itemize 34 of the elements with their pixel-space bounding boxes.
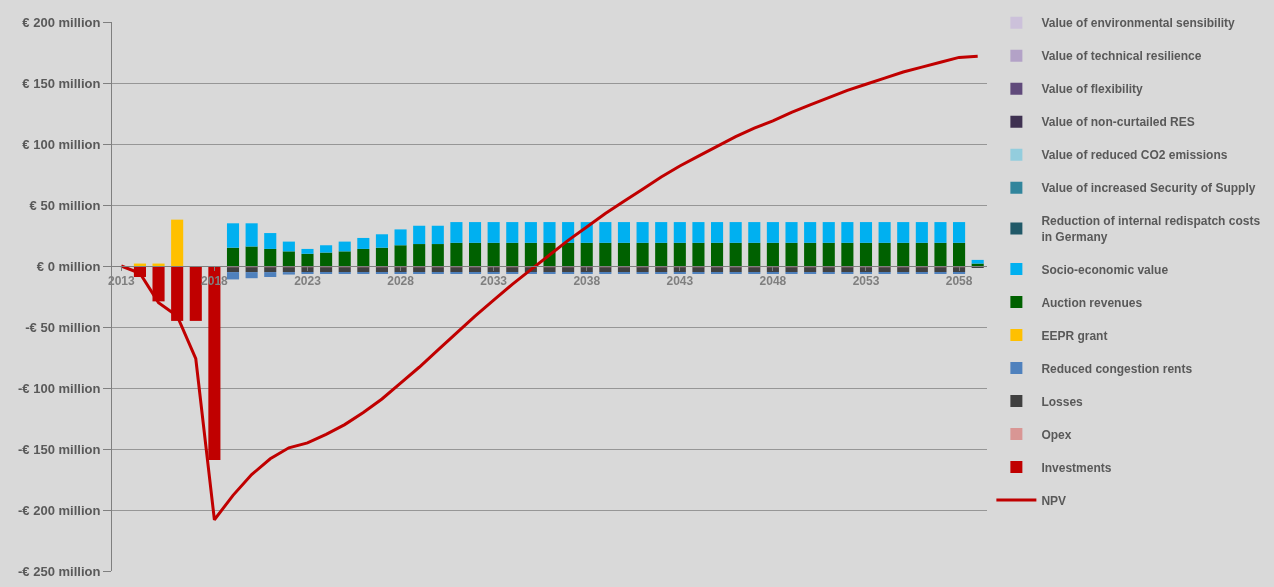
x-tick-label: 2048 (759, 274, 787, 289)
legend-label: Opex (1041, 427, 1072, 442)
legend-label: Losses (1041, 394, 1084, 409)
legend-label: NPV (1041, 493, 1067, 508)
legend-label: EEPR grant (1041, 328, 1108, 343)
y-tick-label: -€ 250 million (18, 563, 101, 579)
y-tick-label: -€ 50 million (25, 319, 101, 335)
legend-label: Value of non-curtailed RES (1041, 115, 1195, 130)
y-tick-label: € 150 million (22, 75, 101, 91)
legend-label: Value of technical resilience (1041, 49, 1202, 64)
x-tick-label: 2043 (666, 274, 694, 289)
x-tick-label: 2018 (201, 274, 229, 289)
x-tick-label: 2028 (387, 274, 415, 289)
legend-label: Value of increased Security of Supply (1041, 181, 1256, 196)
x-tick-label: 2038 (573, 274, 601, 289)
y-tick-label: € 50 million (29, 197, 101, 213)
y-tick-label: -€ 200 million (18, 502, 101, 518)
x-tick-label: 2058 (945, 274, 973, 289)
y-tick-label: -€ 150 million (18, 441, 101, 457)
legend-label: Socio-economic value (1041, 262, 1169, 277)
legend-label: Value of environmental sensibility (1041, 16, 1236, 31)
x-tick-label: 2053 (852, 274, 880, 289)
legend-label: Value of flexibility (1041, 82, 1144, 97)
y-tick-label: € 0 million (36, 258, 101, 274)
y-tick-label: -€ 100 million (18, 380, 101, 396)
y-tick-label: € 100 million (22, 136, 101, 152)
legend-label: Reduction of internal redispatch costs in Germany (1041, 214, 1261, 244)
legend-label: Auction revenues (1041, 295, 1143, 310)
x-tick-label: 2023 (294, 274, 322, 289)
legend-label: Investments (1041, 460, 1112, 475)
x-tick-label: 2033 (480, 274, 508, 289)
legend-label: Value of reduced CO2 emissions (1041, 148, 1228, 163)
y-tick-label: € 200 million (22, 14, 101, 30)
legend-label: Reduced congestion rents (1041, 361, 1193, 376)
